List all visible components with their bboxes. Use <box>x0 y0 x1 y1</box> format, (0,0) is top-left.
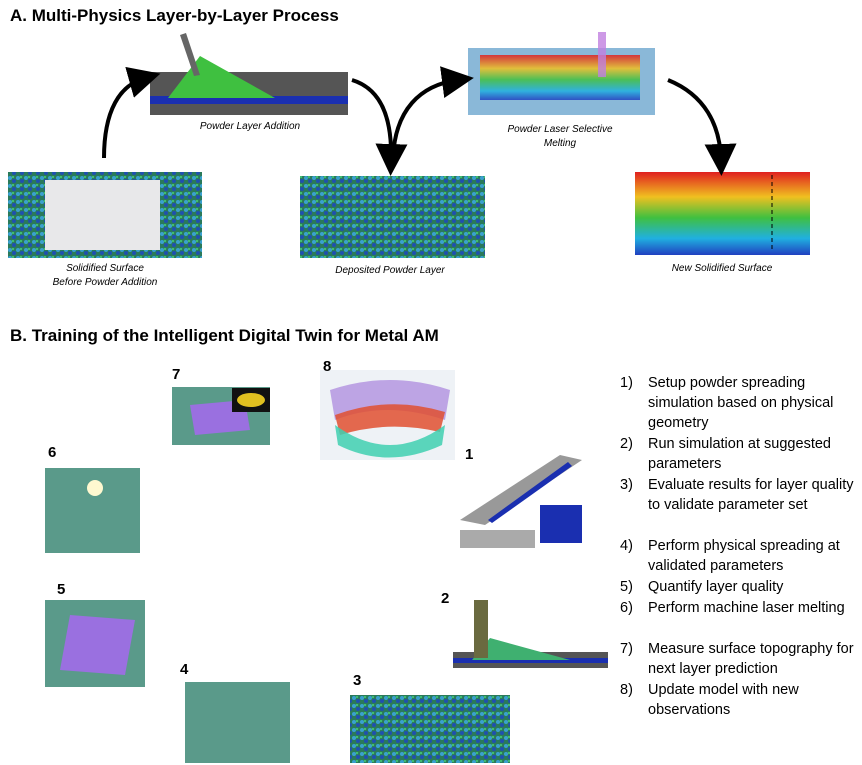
detail <box>460 530 535 548</box>
arrow <box>668 80 721 160</box>
image-3 <box>350 695 510 763</box>
step-text: Update model with new observations <box>648 680 860 720</box>
step-number: 7) <box>620 639 633 659</box>
arrow <box>104 78 145 158</box>
figure-label: 6 <box>48 444 56 461</box>
figure-label: 4 <box>180 661 188 678</box>
step-item: 4) Perform physical spreading at validate… <box>620 536 860 576</box>
figure: A. Multi-Physics Layer-by-Layer Process … <box>0 0 862 765</box>
detail <box>540 505 582 543</box>
caption-line: Deposited Powder Layer <box>290 264 490 278</box>
step-item: 8) Update model with new observations <box>620 680 860 720</box>
solidified-core <box>45 180 160 250</box>
step-item: 7) Measure surface topography for next la… <box>620 639 860 679</box>
inset-plot <box>237 393 265 407</box>
step-text: Perform physical spreading at validated … <box>648 536 860 576</box>
blade <box>474 600 488 658</box>
figure-label: 5 <box>57 581 65 598</box>
section-b-title: B. Training of the Intelligent Digital T… <box>10 326 439 346</box>
step-number: 1) <box>620 373 633 393</box>
caption-line: Powder Layer Addition <box>150 120 350 134</box>
arrow <box>352 80 391 160</box>
scan <box>60 615 135 675</box>
step-number: 8) <box>620 680 633 700</box>
caption-line: Melting <box>460 137 660 151</box>
section-a-title: A. Multi-Physics Layer-by-Layer Process <box>10 6 339 26</box>
new-surface-image <box>635 172 810 255</box>
caption-line: Powder Laser Selective <box>460 123 660 137</box>
step-item: 5) Quantify layer quality <box>620 577 860 597</box>
step-item: 1) Setup powder spreading simulation base… <box>620 373 860 433</box>
step-text: Measure surface topography for next laye… <box>648 639 860 679</box>
step-text: Setup powder spreading simulation based … <box>648 373 860 433</box>
figure-label: 2 <box>441 590 449 607</box>
title-prefix: B. <box>10 326 27 345</box>
step-number: 3) <box>620 475 633 495</box>
caption: New Solidified Surface <box>622 262 822 276</box>
step-number: 5) <box>620 577 633 597</box>
laser-spark <box>87 480 103 496</box>
figure-label: 8 <box>323 358 331 375</box>
caption-line: Solidified Surface <box>5 262 205 276</box>
step-number: 6) <box>620 598 633 618</box>
figure-label: 7 <box>172 366 180 383</box>
melt-pool <box>480 55 640 100</box>
step-item: 6) Perform machine laser melting <box>620 598 860 618</box>
step-text: Evaluate results for layer quality to va… <box>648 475 860 515</box>
step-item: 3) Evaluate results for layer quality to … <box>620 475 860 515</box>
step-text: Quantify layer quality <box>648 577 860 597</box>
figure-label: 1 <box>465 446 473 463</box>
training-images <box>45 370 608 763</box>
title-text: Training of the Intelligent Digital Twin… <box>32 326 439 345</box>
step-number: 4) <box>620 536 633 556</box>
deposited-image <box>300 176 485 258</box>
caption: Powder Layer Addition <box>150 120 350 134</box>
laser-beam <box>598 32 606 77</box>
caption-line: New Solidified Surface <box>622 262 822 276</box>
arrow <box>393 80 458 158</box>
step-text: Run simulation at suggested parameters <box>648 434 860 474</box>
image-4 <box>185 682 290 763</box>
step-text: Perform machine laser melting <box>648 598 860 618</box>
process-images <box>8 32 810 258</box>
step-item: 2) Run simulation at suggested parameters <box>620 434 860 474</box>
caption-line: Before Powder Addition <box>5 276 205 290</box>
figure-label: 3 <box>353 672 361 689</box>
step-number: 2) <box>620 434 633 454</box>
caption: Deposited Powder Layer <box>290 264 490 278</box>
